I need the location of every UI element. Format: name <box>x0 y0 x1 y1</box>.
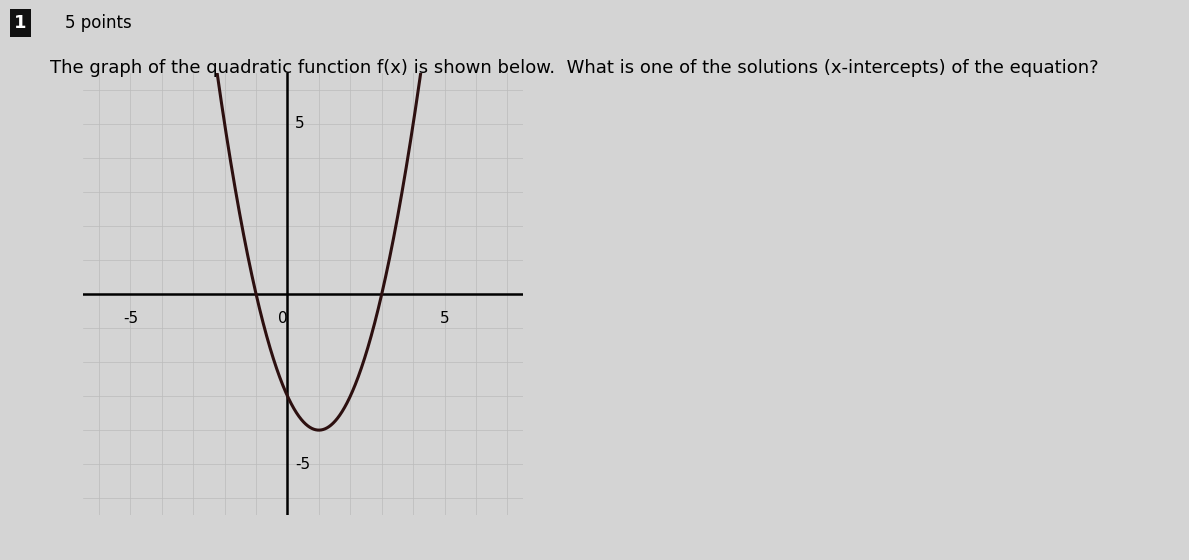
Text: 5: 5 <box>440 311 449 326</box>
Text: The graph of the quadratic function f(x) is shown below.  What is one of the sol: The graph of the quadratic function f(x)… <box>50 59 1099 77</box>
Text: 5: 5 <box>295 116 304 132</box>
Text: 5 points: 5 points <box>65 14 132 32</box>
Text: 0: 0 <box>278 311 288 326</box>
Text: -5: -5 <box>122 311 138 326</box>
Text: -5: -5 <box>295 456 310 472</box>
Text: 1: 1 <box>14 14 27 32</box>
